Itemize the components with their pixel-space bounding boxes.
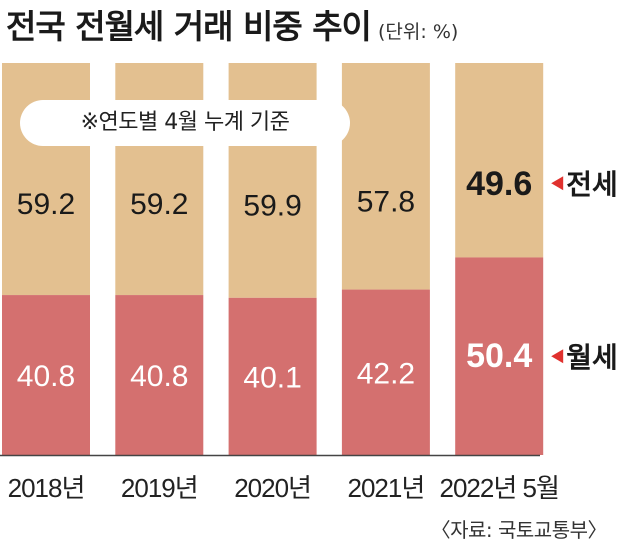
value-label-wolse: 40.8 xyxy=(130,360,188,393)
chart-title: 전국 전월세 거래 비중 추이 xyxy=(6,7,372,46)
series-label: 전세 xyxy=(566,168,618,201)
value-label-jeonse: 59.2 xyxy=(17,188,75,221)
bar-jeonse xyxy=(455,63,544,258)
bar-jeonse xyxy=(341,63,430,290)
bar-jeonse xyxy=(228,63,317,298)
x-tick-label: 2022년 5월 xyxy=(440,473,559,503)
bar-jeonse xyxy=(2,63,90,296)
value-label-wolse: 50.4 xyxy=(466,337,532,375)
source-label: 〈자료: 국토교통부〉 xyxy=(430,518,608,542)
bar-wolse xyxy=(341,289,430,455)
bar-wolse xyxy=(2,295,90,455)
value-label-wolse: 40.1 xyxy=(243,361,301,394)
x-tick-label: 2020년 xyxy=(234,473,311,503)
series-label: 월세 xyxy=(566,341,618,374)
x-tick-label: 2018년 xyxy=(8,473,85,503)
value-label-jeonse: 59.2 xyxy=(130,188,188,221)
basis-note: ※연도별 4월 누계 기준 xyxy=(20,100,350,146)
series-marker-icon xyxy=(551,176,564,191)
value-label-wolse: 42.2 xyxy=(357,357,415,390)
bar-wolse xyxy=(228,297,317,455)
bar-wolse xyxy=(115,295,204,455)
x-tick-label: 2021년 xyxy=(348,473,425,503)
series-marker-icon xyxy=(551,349,564,364)
value-label-jeonse: 57.8 xyxy=(357,185,415,218)
title-row: 전국 전월세 거래 비중 추이 (단위: %) xyxy=(6,2,621,52)
value-label-jeonse: 59.9 xyxy=(243,189,301,222)
bar-jeonse xyxy=(115,63,204,296)
value-label-wolse: 40.8 xyxy=(17,360,75,393)
x-tick-label: 2019년 xyxy=(121,473,198,503)
unit-label: (단위: %) xyxy=(378,21,459,43)
value-label-jeonse: 49.6 xyxy=(466,165,532,203)
bar-wolse xyxy=(455,257,544,455)
